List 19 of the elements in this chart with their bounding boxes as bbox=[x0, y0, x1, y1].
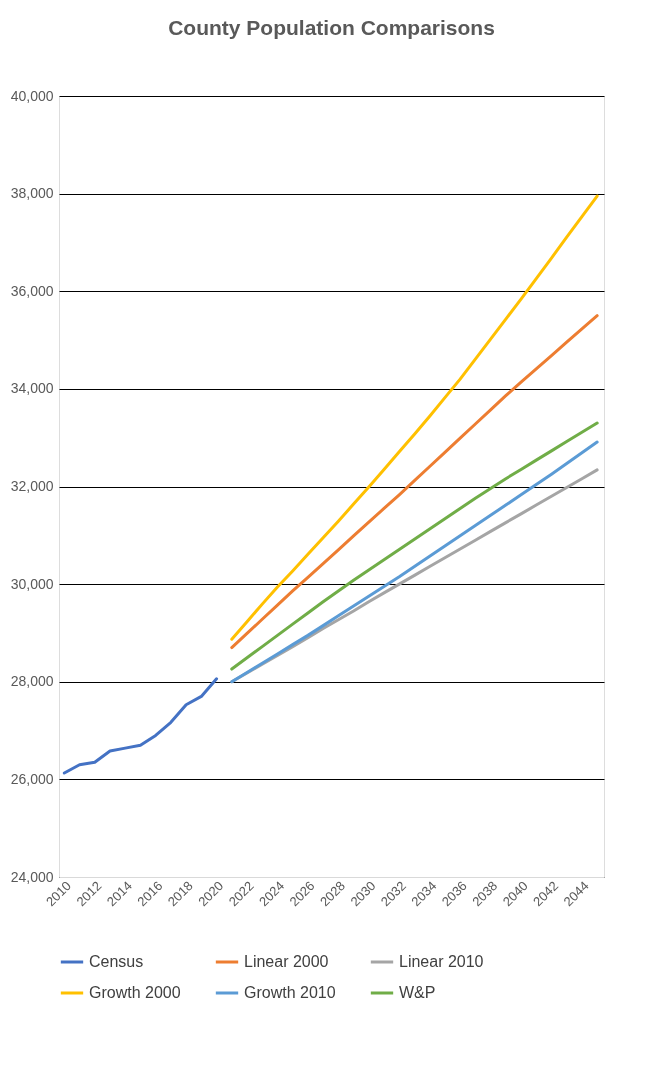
y-tick-label: 36,000 bbox=[10, 282, 54, 299]
legend-label: Growth 2000 bbox=[89, 984, 181, 1001]
line-series bbox=[62, 677, 219, 775]
legend-label: Census bbox=[89, 953, 144, 970]
legend-label: Linear 2000 bbox=[244, 953, 329, 970]
y-tick-label: 30,000 bbox=[10, 575, 54, 592]
legend-label: Linear 2010 bbox=[399, 953, 484, 970]
legend-label: W&P bbox=[399, 984, 436, 1001]
line-series bbox=[230, 194, 599, 641]
line-series bbox=[230, 314, 599, 650]
y-tick-label: 28,000 bbox=[10, 673, 54, 690]
y-tick-label: 34,000 bbox=[10, 380, 54, 397]
y-tick-label: 40,000 bbox=[10, 87, 54, 104]
legend-label: Growth 2010 bbox=[244, 984, 336, 1001]
y-tick-label: 26,000 bbox=[10, 770, 54, 787]
chart-title: County Population Comparisons bbox=[168, 16, 495, 39]
y-tick-label: 32,000 bbox=[10, 478, 54, 494]
y-tick-label: 24,000 bbox=[10, 868, 54, 885]
y-tick-label: 38,000 bbox=[10, 185, 54, 202]
